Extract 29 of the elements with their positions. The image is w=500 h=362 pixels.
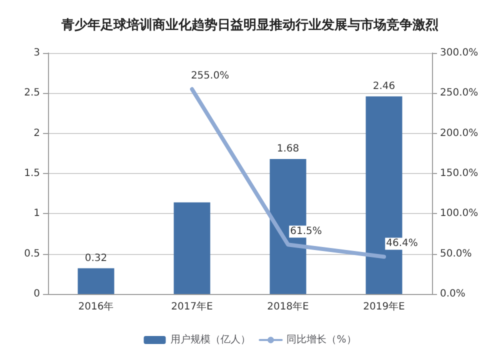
y-tick-label: 0: [34, 288, 40, 300]
y2-tick-label: 250.0%: [440, 88, 478, 99]
data-label: 46.4%: [386, 238, 418, 250]
chart-title: 青少年足球培训商业化趋势日益明显推动行业发展与市场竞争激烈: [60, 17, 438, 33]
data-label: 0.32: [84, 252, 108, 264]
bar: [78, 268, 114, 294]
y-tick-label: 2: [34, 128, 40, 139]
legend-label: 用户规模（亿人）: [170, 334, 251, 346]
legend-label: 同比增长（%）: [286, 334, 356, 346]
x-tick-label: 2017年E: [171, 300, 213, 312]
bar: [174, 202, 210, 294]
y2-tick-label: 150.0%: [440, 168, 478, 179]
data-label: 255.0%: [190, 70, 230, 82]
y2-tick-label: 300.0%: [440, 48, 478, 58]
data-label: 1.68: [276, 144, 300, 155]
data-label: 61.5%: [290, 226, 322, 238]
y2-tick-label: 50.0%: [440, 248, 472, 260]
y2-tick-label: 100.0%: [440, 208, 478, 220]
y-tick-label: 2.5: [24, 88, 40, 99]
x-tick-label: 2016年: [78, 300, 114, 312]
y2-tick-label: 200.0%: [440, 128, 478, 139]
y-tick-label: 1.5: [24, 168, 40, 179]
x-tick-label: 2018年E: [267, 300, 309, 312]
y2-tick-label: 0.0%: [440, 288, 466, 300]
data-label: 2.46: [372, 80, 396, 92]
x-tick-label: 2019年E: [363, 300, 405, 312]
y-tick-label: 3: [34, 48, 40, 58]
y-tick-label: 1: [34, 208, 40, 220]
y-tick-label: 0.5: [24, 248, 40, 260]
